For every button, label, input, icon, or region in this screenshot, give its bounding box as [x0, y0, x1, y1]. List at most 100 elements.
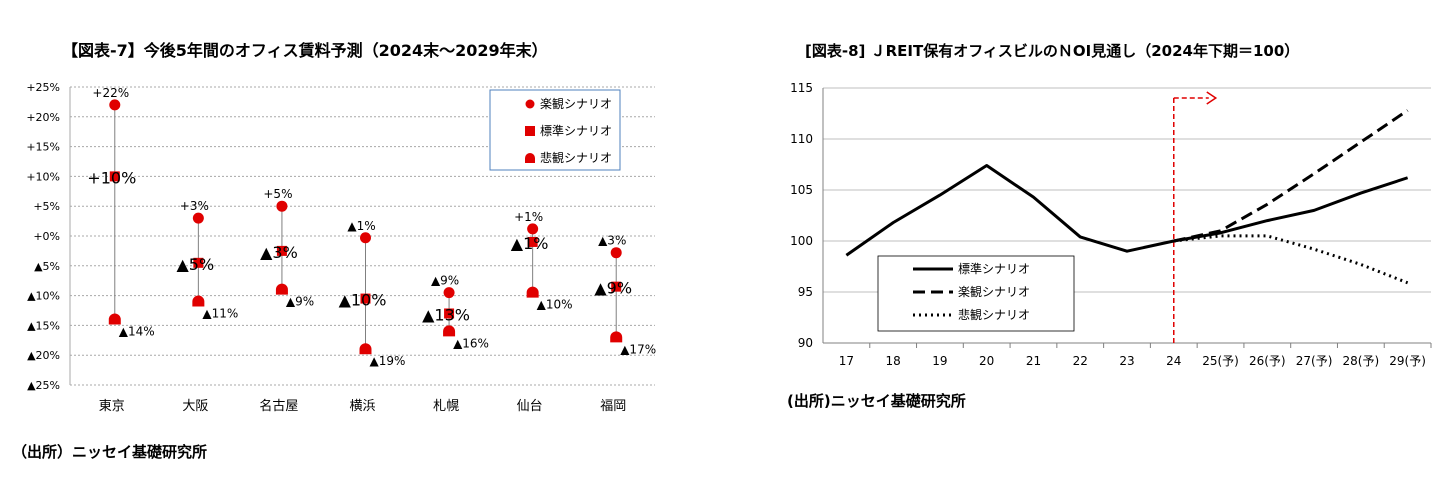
- optimistic-point: [276, 200, 288, 212]
- x-tick-label: 29(予): [1389, 354, 1426, 368]
- y-tick-label: +5%: [33, 200, 60, 213]
- y-tick-label: 90: [798, 336, 813, 350]
- pessimistic-label: ▲16%: [453, 336, 489, 350]
- optimistic-label: +1%: [514, 210, 543, 224]
- x-tick-label: 名古屋: [259, 398, 298, 414]
- optimistic-label: +22%: [92, 86, 129, 100]
- x-tick-label: 東京: [99, 398, 125, 414]
- y-tick-label: 95: [798, 285, 813, 299]
- x-tick-label: 札幌: [433, 398, 459, 414]
- chart1-source: （出所）ニッセイ基礎研究所: [12, 443, 208, 461]
- y-tick-label: 100: [790, 234, 813, 248]
- legend-box: [877, 255, 1075, 332]
- y-tick-label: +0%: [33, 230, 60, 243]
- optimistic-label: +3%: [180, 199, 209, 213]
- legend-box: [489, 89, 621, 171]
- y-tick-label: 115: [790, 81, 813, 95]
- standard-label: ▲3%: [260, 243, 298, 262]
- pessimistic-label: ▲19%: [370, 354, 406, 368]
- y-tick-label: 105: [790, 183, 813, 197]
- legend-label: 楽観シナリオ: [958, 285, 1030, 299]
- legend-label: 悲観シナリオ: [540, 150, 612, 165]
- x-tick-label: 22: [1073, 354, 1088, 368]
- optimistic-label: ▲3%: [598, 234, 626, 248]
- legend-label: 悲観シナリオ: [958, 307, 1030, 322]
- pessimistic-point: [610, 331, 623, 343]
- series-line-solid: [845, 164, 1409, 257]
- legend-standard-marker: [525, 126, 535, 136]
- x-tick-label: 20: [979, 354, 994, 368]
- x-tick-label: 仙台: [517, 399, 543, 414]
- standard-label: ▲1%: [511, 234, 549, 253]
- series-line-dashed: [1173, 109, 1409, 243]
- standard-point: [276, 245, 287, 256]
- pessimistic-point: [526, 286, 539, 298]
- standard-point: [611, 281, 622, 292]
- chart2-source: (出所)ニッセイ基礎研究所: [787, 392, 966, 410]
- pessimistic-point: [192, 295, 205, 307]
- legend-label: 標準シナリオ: [540, 123, 612, 138]
- rent-forecast-chart: +25% +20% +15% +10% +5% +0% ▲5% ▲10% ▲15% ▲20% ▲25…: [26, 81, 656, 414]
- series-line-dotted: [1173, 234, 1409, 285]
- optimistic-point: [192, 212, 204, 224]
- standard-point: [444, 308, 455, 319]
- x-tick-label: 24: [1166, 354, 1181, 368]
- y-tick-label: ▲20%: [27, 349, 60, 362]
- pessimistic-label: ▲9%: [286, 295, 314, 309]
- x-tick-label: 横浜: [349, 399, 375, 414]
- x-tick-label: 19: [932, 354, 947, 368]
- x-tick-label: 27(予): [1296, 354, 1333, 368]
- y-tick-label: +15%: [26, 141, 60, 154]
- x-tick-label: 28(予): [1343, 354, 1380, 368]
- pessimistic-point: [275, 283, 288, 295]
- standard-point: [527, 236, 538, 247]
- standard-point: [109, 171, 120, 182]
- x-tick-label: 福岡: [600, 399, 626, 414]
- pessimistic-point: [108, 313, 121, 325]
- legend-optimistic-marker: [525, 99, 535, 109]
- y-tick-label: ▲10%: [27, 290, 60, 303]
- legend-label: 楽観シナリオ: [540, 97, 612, 111]
- x-tick-label: 18: [886, 354, 901, 368]
- optimistic-point: [109, 99, 121, 111]
- x-tick-label: 21: [1026, 354, 1041, 368]
- pessimistic-label: ▲11%: [202, 307, 238, 321]
- standard-label: +10%: [87, 168, 136, 187]
- optimistic-point: [527, 223, 539, 235]
- legend-label: 標準シナリオ: [958, 261, 1030, 276]
- standard-label: ▲9%: [594, 279, 632, 298]
- y-tick-label: ▲15%: [27, 319, 60, 332]
- pessimistic-point: [359, 343, 372, 355]
- legend-pessimistic-marker: [525, 153, 535, 163]
- optimistic-label: ▲9%: [431, 274, 459, 288]
- standard-point: [360, 293, 371, 304]
- x-tick-label: 23: [1119, 354, 1134, 368]
- y-tick-label: +25%: [26, 81, 60, 94]
- forecast-arrow-head: [1206, 91, 1218, 105]
- optimistic-point: [360, 232, 371, 244]
- standard-point: [193, 257, 204, 268]
- x-tick-label: 大阪: [182, 399, 208, 414]
- optimistic-point: [443, 287, 455, 299]
- standard-label: ▲5%: [177, 255, 215, 274]
- optimistic-point: [610, 247, 622, 259]
- x-tick-label: 25(予): [1202, 354, 1239, 368]
- y-tick-label: ▲25%: [27, 379, 60, 392]
- y-tick-label: ▲5%: [34, 260, 60, 273]
- pessimistic-point: [443, 325, 456, 337]
- pessimistic-label: ▲10%: [537, 298, 573, 312]
- optimistic-label: +5%: [263, 187, 292, 201]
- pessimistic-label: ▲14%: [119, 324, 155, 338]
- y-tick-label: 110: [790, 132, 813, 146]
- y-tick-label: +10%: [26, 170, 60, 183]
- optimistic-label: ▲1%: [347, 219, 375, 233]
- pessimistic-label: ▲17%: [620, 342, 656, 356]
- standard-label: ▲13%: [422, 305, 470, 324]
- y-tick-label: +20%: [26, 111, 60, 124]
- chart1-title: 【図表-7】今後5年間のオフィス賃料予測（2024末～2029年末）: [62, 41, 548, 60]
- noi-outlook-chart: 90 95 100 105 110 115 17 18 19 20 21 22 23 24 25(予) 26(…: [790, 81, 1432, 368]
- standard-label: ▲10%: [339, 291, 387, 310]
- x-tick-label: 17: [839, 354, 854, 368]
- x-tick-label: 26(予): [1249, 354, 1286, 368]
- chart2-title: [図表-8] ＪREIT保有オフィスビルのＮOI見通し（2024年下期＝100）: [805, 42, 1300, 60]
